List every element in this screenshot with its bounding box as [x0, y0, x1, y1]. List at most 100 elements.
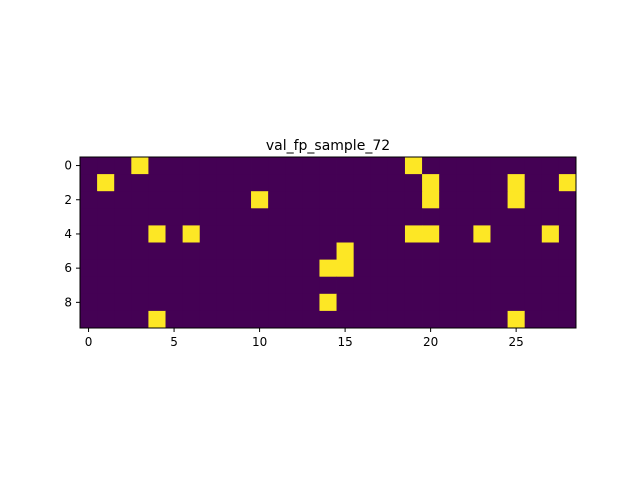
heatmap-cell [387, 157, 406, 175]
heatmap-cell [336, 276, 355, 295]
heatmap-cell [165, 293, 184, 312]
heatmap-cell [336, 174, 355, 192]
heatmap-cell [302, 259, 320, 278]
heatmap-cell [507, 293, 526, 312]
heatmap-cell [422, 242, 440, 260]
heatmap-cell [148, 208, 166, 226]
heatmap-cell [182, 293, 201, 312]
heatmap-cell [97, 225, 115, 243]
heatmap-cell [199, 225, 218, 243]
heatmap-cell [131, 259, 149, 278]
heatmap-cell [507, 225, 526, 243]
heatmap-cell [507, 191, 526, 209]
heatmap-cell [131, 157, 149, 175]
heatmap-cell [165, 276, 184, 295]
heatmap-cell [233, 310, 252, 329]
heatmap-cell [131, 208, 149, 226]
heatmap-cell [541, 293, 560, 312]
heatmap-cell [404, 157, 423, 175]
y-axis: 0 2 4 6 8 [64, 159, 80, 309]
heatmap-cell [541, 225, 560, 243]
heatmap-cell [165, 157, 184, 175]
heatmap-cell [216, 208, 235, 226]
heatmap-cell [422, 191, 440, 209]
heatmap-cell [302, 276, 320, 295]
heatmap-cell [473, 174, 491, 192]
heatmap-cell [302, 310, 320, 329]
heatmap-cell [131, 293, 149, 312]
heatmap-cell [285, 191, 303, 209]
heatmap-cell [439, 293, 457, 312]
heatmap-cell [422, 276, 440, 295]
heatmap-cell [524, 225, 543, 243]
heatmap-cell [131, 276, 149, 295]
heatmap-cell [114, 293, 132, 312]
heatmap-cell [558, 225, 577, 243]
heatmap-cell [131, 174, 149, 192]
heatmap-cell [524, 174, 543, 192]
heatmap-cell [233, 242, 252, 260]
heatmap-cell [370, 225, 389, 243]
heatmap-cell [558, 174, 577, 192]
heatmap-cell [268, 225, 286, 243]
heatmap-cell [507, 208, 526, 226]
heatmap-cell [97, 293, 115, 312]
heatmap-cell [507, 157, 526, 175]
axes-frame [79, 156, 577, 329]
heatmap-cell [473, 293, 491, 312]
heatmap-cell [251, 242, 269, 260]
heatmap-cell [558, 242, 577, 260]
heatmap-cell [233, 174, 252, 192]
heatmap-cell [387, 225, 406, 243]
heatmap-cell [285, 242, 303, 260]
heatmap-cell [148, 157, 166, 175]
heatmap-cell [114, 310, 132, 329]
heatmap-cell [302, 225, 320, 243]
heatmap-cell [387, 242, 406, 260]
x-tick-label: 15 [337, 335, 352, 349]
heatmap-cell [182, 276, 201, 295]
heatmap-cell [148, 276, 166, 295]
heatmap-cell [541, 174, 560, 192]
heatmap-cell [524, 191, 543, 209]
heatmap-cell [199, 259, 218, 278]
heatmap-cell [165, 225, 184, 243]
heatmap-cell [370, 259, 389, 278]
heatmap-cell [541, 310, 560, 329]
heatmap-cell [319, 310, 337, 329]
heatmap-cell [302, 191, 320, 209]
heatmap-cell [422, 157, 440, 175]
heatmap-cell [473, 191, 491, 209]
heatmap-cell [404, 191, 423, 209]
heatmap-cell [490, 225, 508, 243]
heatmap-cell [541, 157, 560, 175]
heatmap-cell [216, 276, 235, 295]
heatmap-cell [473, 259, 491, 278]
heatmap-cell [541, 191, 560, 209]
heatmap-cell [97, 276, 115, 295]
heatmap-cell [456, 191, 474, 209]
heatmap-cell [80, 293, 98, 312]
heatmap-cell [456, 310, 474, 329]
heatmap-cell [302, 174, 320, 192]
heatmap-cell [507, 276, 526, 295]
heatmap-cell [80, 225, 98, 243]
heatmap-cell [387, 310, 406, 329]
heatmap-cell [268, 242, 286, 260]
heatmap-cell [80, 310, 98, 329]
heatmap-cell [285, 174, 303, 192]
heatmap-cell [319, 157, 337, 175]
heatmap-cell [558, 310, 577, 329]
heatmap-cell [558, 259, 577, 278]
heatmap-cell [490, 191, 508, 209]
heatmap-cell [319, 208, 337, 226]
heatmap-cell [268, 208, 286, 226]
heatmap-cell [319, 293, 337, 312]
heatmap-cell [490, 259, 508, 278]
heatmap-cell [285, 259, 303, 278]
heatmap-cell [251, 259, 269, 278]
heatmap-cell [268, 276, 286, 295]
heatmap-cell [422, 293, 440, 312]
heatmap-cell [131, 242, 149, 260]
